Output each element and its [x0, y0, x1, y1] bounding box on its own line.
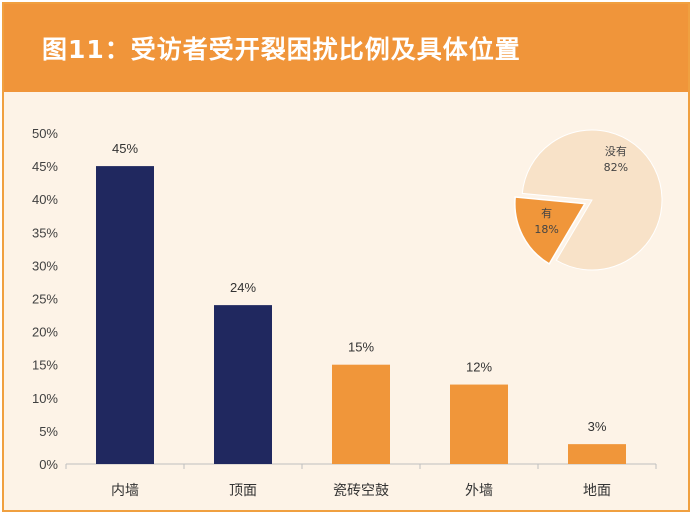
pie-slice-2 [514, 196, 587, 265]
bar-data-label: 45% [112, 141, 138, 156]
bar-4 [450, 384, 508, 464]
x-category-label: 顶面 [229, 483, 257, 499]
y-tick-label: 5% [39, 424, 58, 439]
y-tick-label: 40% [32, 192, 58, 207]
y-tick-label: 0% [39, 457, 58, 472]
y-tick-label: 30% [32, 258, 58, 273]
bar-data-label: 3% [588, 419, 607, 434]
bar-3 [332, 364, 390, 464]
y-tick-label: 15% [32, 358, 58, 373]
y-tick-label: 10% [32, 391, 58, 406]
bar-2 [214, 305, 272, 464]
bar-data-label: 24% [230, 280, 256, 295]
y-tick-label: 25% [32, 292, 58, 307]
x-category-label: 外墙 [465, 483, 493, 499]
y-tick-label: 50% [32, 126, 58, 141]
y-tick-label: 20% [32, 325, 58, 340]
x-category-label: 地面 [583, 483, 611, 499]
y-tick-label: 35% [32, 225, 58, 240]
pie-slice-label: 82% [604, 161, 628, 174]
bar-5 [568, 444, 626, 464]
pie-slice-name: 有 [541, 206, 552, 220]
bar-data-label: 15% [348, 340, 374, 355]
bar-data-label: 12% [466, 360, 492, 375]
title-bar: 图11：受访者受开裂困扰比例及具体位置 [4, 4, 688, 92]
y-tick-label: 45% [32, 159, 58, 174]
chart-title: 图11：受访者受开裂困扰比例及具体位置 [42, 35, 521, 64]
pie-slice-label: 18% [534, 223, 558, 236]
x-category-label: 内墙 [111, 483, 139, 499]
pie-slice-1 [521, 129, 663, 271]
pie-slice-name: 没有 [605, 144, 627, 158]
bar-1 [96, 166, 154, 464]
x-category-label: 瓷砖空鼓 [333, 483, 389, 499]
